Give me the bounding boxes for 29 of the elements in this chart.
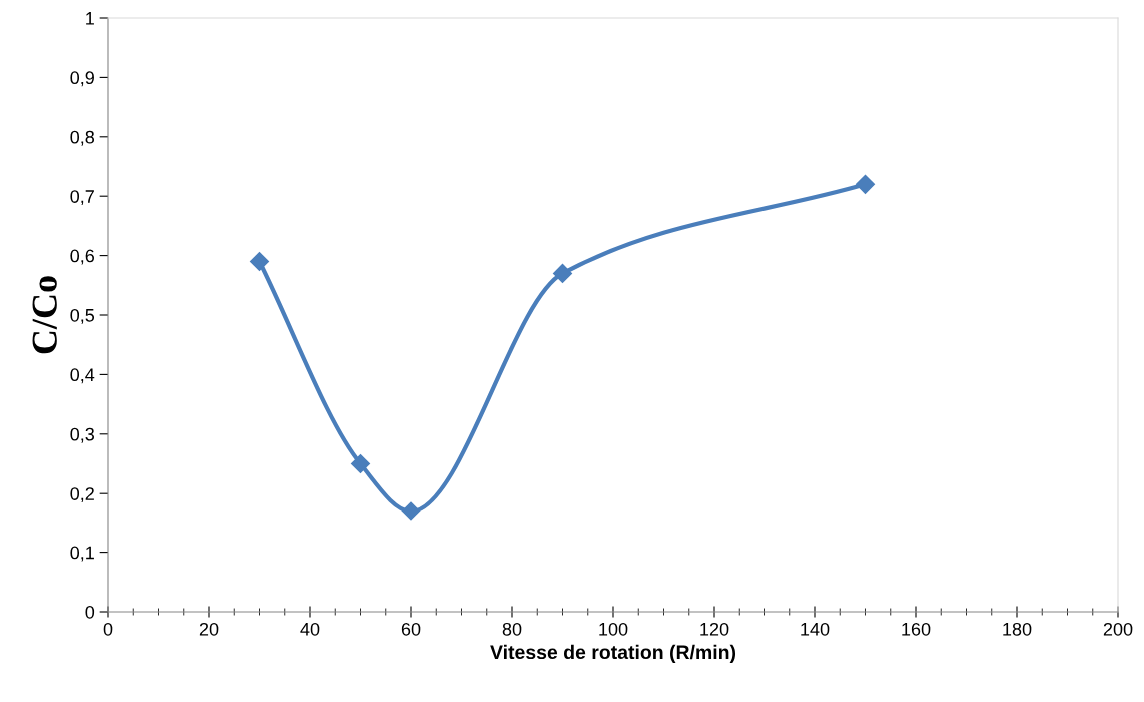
y-tick-label: 1 [86,12,94,25]
y-tick-label: 0,4 [70,368,95,384]
x-tick-label: 60 [401,622,421,636]
x-tick-label: 20 [199,622,219,636]
point [401,501,421,521]
x-tick-label: 180 [1003,622,1032,636]
y-tick-label: 0,1 [70,546,94,562]
y-tick-label: 0,3 [70,427,95,443]
x-tick-label: 100 [599,622,628,636]
x-tick-label: 40 [300,622,320,636]
point [552,263,573,283]
x-tick-label: 200 [1103,622,1133,636]
x-axis-title: Vitesse de rotation (R/min) [490,644,736,663]
y-tick-label: 0,8 [70,130,95,146]
y-axis-title: C/Co [32,276,57,354]
point [249,252,270,272]
x-tick-label: 160 [902,622,931,636]
x-tick-label: 120 [700,622,729,636]
y-tick-label: 0,6 [70,249,95,265]
y-tick-label: 0,5 [70,308,95,324]
point [855,174,876,194]
y-tick-label: 0,9 [70,71,94,87]
y-tick-label: 0,7 [70,190,94,206]
x-tick-label: 140 [801,622,830,636]
x-tick-label: 0 [103,622,113,636]
y-tick-label: 0 [85,605,95,619]
x-tick-label: 80 [502,622,522,636]
point [350,453,371,474]
y-tick-label: 0,2 [70,487,94,503]
